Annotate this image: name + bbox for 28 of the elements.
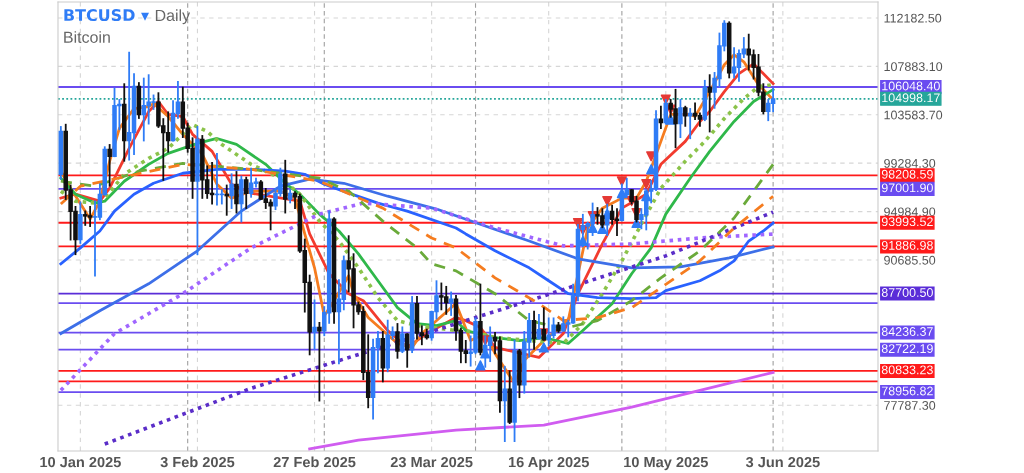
x-tick-label: 10 Jan 2025 bbox=[40, 456, 121, 468]
ref-line-label: 98208.59 bbox=[881, 169, 933, 179]
x-tick-label: 10 May 2025 bbox=[624, 456, 708, 471]
x-tick-label: 27 Feb 2025 bbox=[273, 456, 356, 468]
ref-line-label: 104998.17 bbox=[882, 93, 940, 103]
ref-line-label: 97001.90 bbox=[881, 183, 933, 193]
y-tick-label: 112182.50 bbox=[884, 13, 942, 23]
x-tick-label: 16 Apr 2025 bbox=[508, 456, 589, 471]
ref-line-label: 93993.52 bbox=[881, 217, 933, 227]
y-tick-label: 107883.10 bbox=[884, 62, 943, 72]
y-tick-label: 77787.30 bbox=[884, 401, 936, 410]
ref-line-label: 82722.19 bbox=[881, 344, 933, 353]
ref-line-label: 91886.98 bbox=[881, 240, 933, 250]
ref-line-label: 87700.50 bbox=[881, 288, 933, 297]
ref-line-label: 84236.37 bbox=[881, 327, 933, 336]
x-tick-label: 3 Feb 2025 bbox=[160, 456, 235, 468]
y-tick-label: 90685.50 bbox=[884, 255, 936, 265]
ref-line-label: 80833.23 bbox=[881, 365, 933, 375]
annotation: Bitcoin bbox=[64, 31, 110, 43]
chart-title: BTCUSD ▾ bbox=[64, 9, 149, 22]
chart-subtitle: Daily bbox=[155, 9, 191, 25]
y-tick-label: 94984.90 bbox=[884, 207, 936, 217]
y-tick-label: 99284.30 bbox=[884, 158, 936, 168]
ref-line-label: 106048.40 bbox=[882, 81, 940, 91]
y-tick-label: 103583.70 bbox=[884, 110, 943, 120]
ref-line-label: 78956.82 bbox=[881, 386, 933, 396]
x-tick-label: 23 Mar 2025 bbox=[390, 456, 473, 468]
x-tick-label: 3 Jun 2025 bbox=[745, 456, 820, 468]
